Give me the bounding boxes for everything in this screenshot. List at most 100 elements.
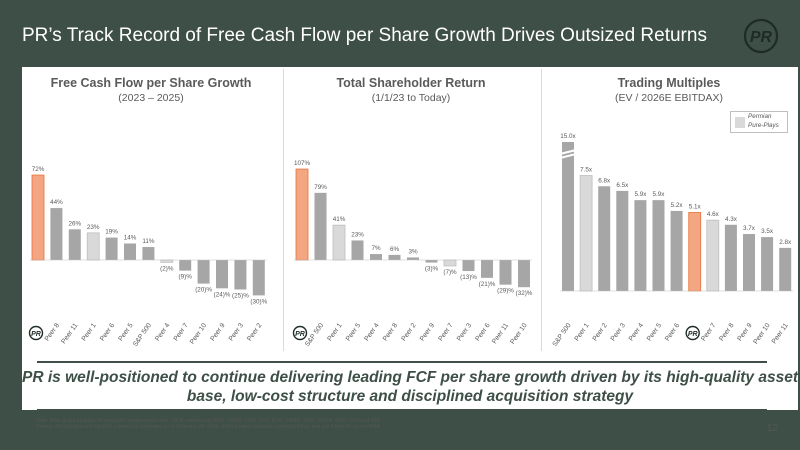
category-label: Peer 2 bbox=[592, 322, 609, 343]
chart-bar bbox=[562, 142, 574, 291]
panel-divider bbox=[283, 69, 284, 351]
chart-bar bbox=[234, 260, 247, 290]
svg-text:PR: PR bbox=[750, 29, 773, 46]
data-label: 15.0x bbox=[560, 133, 576, 140]
data-label: 6.8x bbox=[598, 177, 611, 184]
data-label: 6.5x bbox=[616, 182, 629, 189]
data-label: 11% bbox=[142, 238, 155, 245]
data-label: 107% bbox=[294, 160, 311, 167]
category-label: Peer 5 bbox=[345, 322, 362, 343]
content-panel: Free Cash Flow per Share Growth (2023 – … bbox=[22, 67, 798, 410]
tsr-chart-title: Total Shareholder Return bbox=[336, 76, 486, 90]
data-label: 19% bbox=[105, 229, 118, 236]
chart-bar bbox=[388, 254, 401, 260]
category-label: Peer 9 bbox=[209, 322, 226, 343]
data-label: (13)% bbox=[460, 274, 477, 281]
chart-bar bbox=[31, 174, 45, 261]
chart-bar bbox=[197, 260, 210, 284]
category-label: Peer 10 bbox=[189, 322, 209, 346]
pr-logo-icon bbox=[28, 325, 44, 341]
data-label: (2)% bbox=[160, 265, 174, 272]
chart-bar bbox=[295, 168, 309, 261]
axis-break-mark bbox=[559, 153, 577, 159]
data-label: 7.5x bbox=[580, 167, 593, 174]
axis-break-mark bbox=[559, 149, 577, 155]
data-label: 5.9x bbox=[634, 191, 647, 198]
chart-bar bbox=[518, 260, 530, 288]
chart-bar bbox=[743, 234, 755, 291]
chart-bar bbox=[179, 260, 192, 271]
chart-bar bbox=[443, 259, 457, 267]
pr-logo-text: PR bbox=[31, 331, 41, 338]
category-label: S&P 500 bbox=[132, 322, 153, 348]
chart-bar bbox=[779, 247, 792, 291]
category-label: Peer 1 bbox=[326, 322, 343, 343]
chart-bar bbox=[425, 260, 438, 263]
category-label: Peer 4 bbox=[628, 322, 645, 343]
chart-bar bbox=[124, 243, 136, 260]
chart-bar bbox=[761, 237, 774, 291]
category-label: Peer 8 bbox=[382, 322, 399, 343]
category-label: Peer 11 bbox=[60, 322, 79, 345]
chart-bar bbox=[314, 192, 327, 260]
data-label: (9)% bbox=[179, 274, 193, 281]
footnote-source: Source: Market data and FactSet consensu… bbox=[36, 424, 380, 430]
category-label: Peer 2 bbox=[246, 322, 263, 343]
callout-bottom-rule bbox=[37, 409, 767, 411]
data-label: (21)% bbox=[479, 281, 496, 288]
pr-logo-icon bbox=[685, 325, 700, 341]
page-number: 12 bbox=[766, 423, 778, 434]
data-label: 3.7x bbox=[743, 225, 756, 232]
pr-logo-text: PR bbox=[295, 331, 305, 338]
chart-bar bbox=[142, 247, 155, 260]
category-label: Peer 10 bbox=[752, 322, 772, 346]
chart-bar bbox=[688, 212, 702, 292]
multiples-chart-title: Trading Multiples bbox=[617, 76, 721, 90]
charts-canvas: 72% PR 44% Peer 8 26% Peer 11 23% Peer 1 19% Peer… bbox=[28, 133, 794, 348]
chart-bar bbox=[216, 260, 228, 289]
category-label: Peer 5 bbox=[117, 322, 134, 343]
data-label: 5.9x bbox=[653, 191, 666, 198]
category-label: Peer 10 bbox=[509, 322, 529, 346]
chart-bar bbox=[499, 260, 512, 285]
data-label: 2.8x bbox=[779, 239, 792, 246]
data-label: (30)% bbox=[250, 298, 267, 305]
legend-label: Permian Pure-Plays bbox=[748, 113, 779, 129]
pr-logo-icon: PR bbox=[743, 18, 779, 54]
category-label: Peer 11 bbox=[771, 322, 790, 345]
chart-bar bbox=[652, 200, 665, 291]
category-label: Peer 9 bbox=[736, 322, 753, 343]
category-label: Peer 6 bbox=[474, 322, 491, 343]
chart-bar bbox=[462, 260, 475, 272]
category-label: Peer 1 bbox=[81, 322, 98, 343]
category-label: Peer 4 bbox=[154, 322, 171, 343]
data-label: (24)% bbox=[214, 291, 231, 298]
data-label: 23% bbox=[351, 231, 364, 238]
category-label: Peer 11 bbox=[491, 322, 510, 345]
data-label: 3.5x bbox=[761, 228, 774, 235]
data-label: (32)% bbox=[516, 290, 533, 297]
category-label: Peer 2 bbox=[400, 322, 417, 343]
category-label: Peer 6 bbox=[664, 322, 681, 343]
tsr-chart-subtitle: (1/1/23 to Today) bbox=[371, 92, 451, 104]
data-label: (25)% bbox=[232, 293, 249, 300]
category-label: Peer 1 bbox=[574, 322, 591, 343]
category-label: Peer 3 bbox=[228, 322, 245, 343]
chart-bar bbox=[481, 260, 493, 278]
chart-bar bbox=[670, 210, 683, 291]
data-label: 4.3x bbox=[725, 216, 738, 223]
legend-swatch bbox=[735, 117, 745, 128]
page-title: PR’s Track Record of Free Cash Flow per … bbox=[22, 25, 707, 46]
panel-divider bbox=[541, 69, 542, 351]
category-label: Peer 9 bbox=[419, 322, 436, 343]
data-label: (29)% bbox=[497, 288, 514, 295]
category-label: Peer 6 bbox=[99, 322, 116, 343]
chart-bar bbox=[332, 224, 346, 261]
data-label: 41% bbox=[333, 216, 346, 223]
data-label: 23% bbox=[87, 224, 100, 231]
category-label: Peer 7 bbox=[700, 322, 717, 343]
category-label: Peer 7 bbox=[437, 322, 454, 343]
data-label: 4.6x bbox=[707, 211, 720, 218]
pr-logo-icon bbox=[292, 325, 308, 341]
chart-bar bbox=[252, 260, 265, 296]
